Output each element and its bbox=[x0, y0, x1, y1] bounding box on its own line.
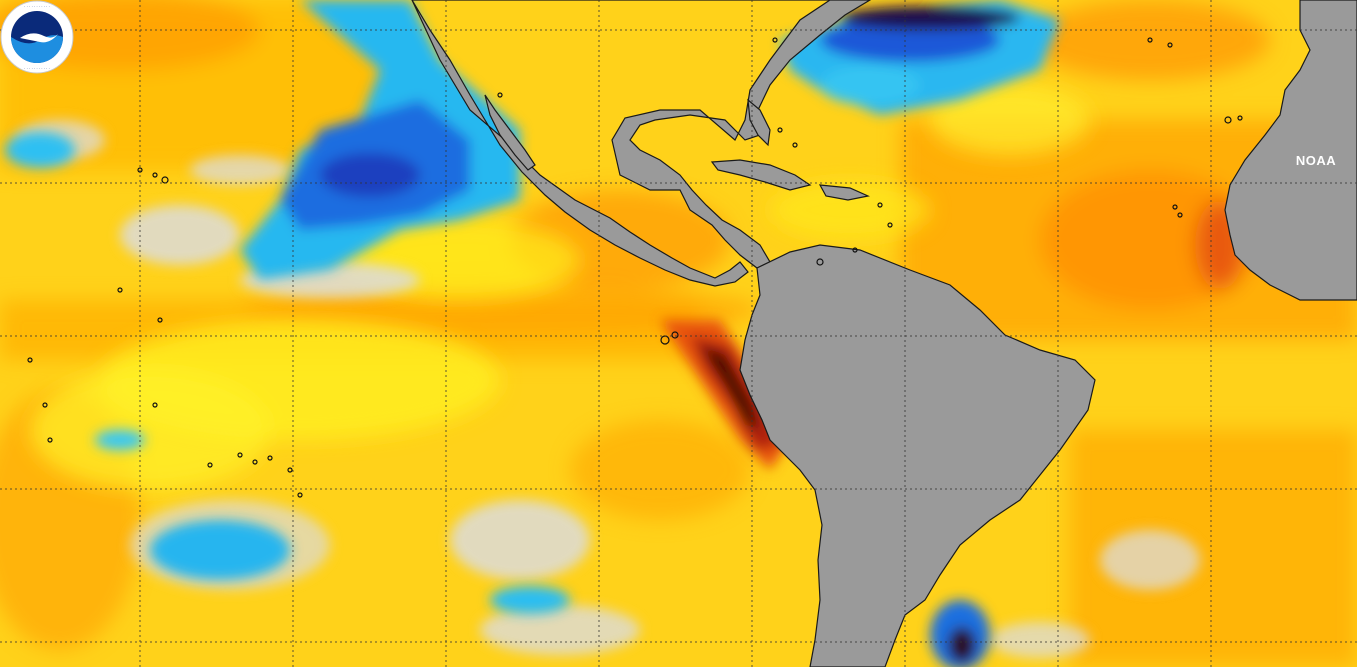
svg-text:· · · · · · · · · · ·: · · · · · · · · · · · bbox=[24, 4, 50, 9]
logo-bird-icon bbox=[20, 33, 58, 43]
land-layer bbox=[411, 0, 1357, 667]
south-pacific-warm-e bbox=[570, 420, 750, 520]
yellow-patch-2 bbox=[30, 370, 270, 490]
equatorial-tongue bbox=[240, 285, 760, 335]
logo-text: NOAA bbox=[1295, 153, 1337, 168]
logo-ring-text: · · · · · · · · · · · · · · · · · · · · … bbox=[24, 4, 50, 71]
cold-gulf-stream bbox=[840, 6, 1020, 30]
svg-text:· · · · · · · · · · ·: · · · · · · · · · · · bbox=[24, 66, 50, 71]
cool-south-pacific-2 bbox=[95, 430, 145, 450]
cool-south-pacific bbox=[150, 520, 290, 580]
noaa-logo: · · · · · · · · · · · · · · · · · · · · … bbox=[0, 0, 74, 74]
yellow-patch-4 bbox=[930, 85, 1090, 155]
cool-south-pacific-3 bbox=[490, 586, 570, 614]
islands-layer bbox=[27, 37, 1243, 498]
logo-lower-half bbox=[11, 35, 63, 63]
south-america-land bbox=[739, 244, 1096, 667]
yellow-patch-5 bbox=[770, 180, 930, 240]
north-atlantic-warm bbox=[1030, 0, 1270, 80]
cool-nw-patch bbox=[5, 132, 75, 168]
hispaniola-land bbox=[818, 184, 870, 201]
north-america-land bbox=[411, 0, 872, 287]
cool-core-dark bbox=[320, 153, 420, 197]
cool-gulf-atlantic bbox=[820, 65, 920, 105]
yellow-anomaly-layer bbox=[30, 85, 1090, 490]
humboldt-warm-anomaly bbox=[660, 320, 790, 470]
cool-falklands-core bbox=[948, 627, 976, 663]
africa-land bbox=[1224, 0, 1357, 301]
florida-land bbox=[747, 98, 771, 147]
baja-land bbox=[484, 94, 536, 171]
